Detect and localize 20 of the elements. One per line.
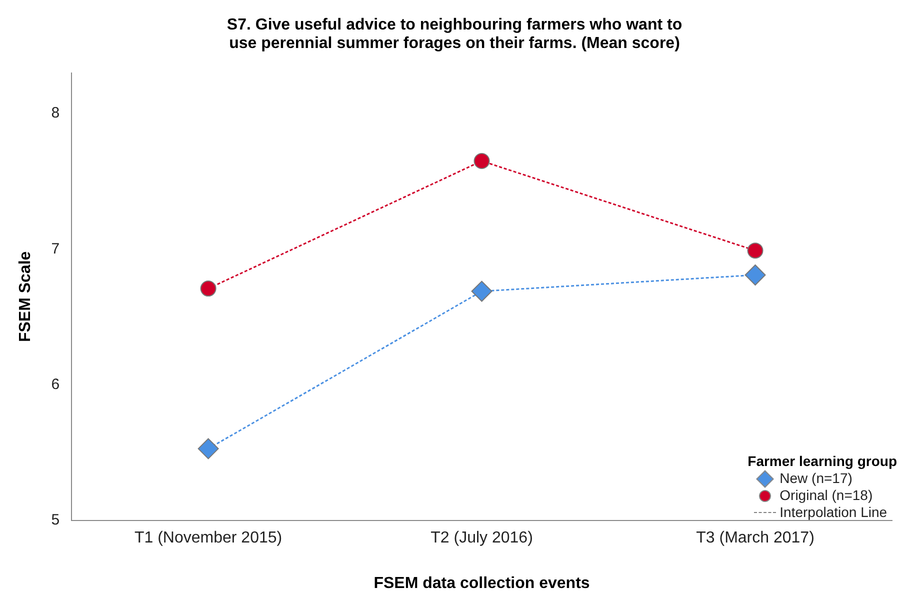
- point: [747, 242, 764, 259]
- point: [744, 264, 766, 286]
- y-tick-label: 6: [51, 376, 60, 394]
- legend-title: Farmer learning group: [748, 453, 897, 470]
- y-tick-label: 5: [51, 512, 60, 529]
- point: [198, 438, 219, 460]
- point: [474, 153, 490, 170]
- legend-label: Interpolation Line: [780, 504, 888, 521]
- point: [200, 280, 216, 297]
- x-axis-title: FSEM data collection events: [374, 574, 590, 592]
- chart-title: S7. Give useful advice to neighbouring farmers who want to use perennial summer forages on their farms. (Mean score): [226, 16, 682, 52]
- x-tick-label: T2 (July 2016): [430, 530, 533, 547]
- legend-label: Original (n=18): [780, 487, 873, 504]
- y-tick-label: 7: [51, 240, 60, 258]
- y-axis-title: FSEM Scale: [17, 251, 34, 342]
- point: [471, 280, 492, 302]
- legend-label: New (n=17): [780, 470, 852, 487]
- y-tick-label: 8: [51, 104, 60, 122]
- x-tick-label: T3 (March 2017): [696, 530, 814, 547]
- x-tick-label: T1 (November 2015): [134, 530, 282, 547]
